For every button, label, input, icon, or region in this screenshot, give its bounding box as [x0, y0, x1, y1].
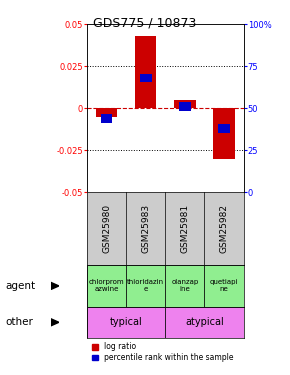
FancyBboxPatch shape: [87, 265, 126, 307]
Text: GSM25982: GSM25982: [220, 204, 229, 253]
Text: olanzap
ine: olanzap ine: [171, 279, 198, 292]
FancyBboxPatch shape: [165, 265, 204, 307]
Bar: [179, 102, 191, 111]
Bar: [135, 36, 157, 108]
Text: typical: typical: [110, 317, 142, 327]
Bar: [218, 124, 230, 133]
FancyBboxPatch shape: [87, 307, 165, 338]
Polygon shape: [51, 282, 59, 290]
Text: GSM25981: GSM25981: [180, 204, 189, 253]
FancyBboxPatch shape: [165, 307, 244, 338]
FancyBboxPatch shape: [126, 265, 165, 307]
Bar: [174, 100, 196, 108]
Text: chlorprom
azwine: chlorprom azwine: [89, 279, 124, 292]
Bar: [96, 108, 117, 117]
Polygon shape: [51, 319, 59, 326]
Text: agent: agent: [6, 281, 36, 291]
Text: other: other: [6, 317, 34, 327]
Text: thioridazin
e: thioridazin e: [127, 279, 164, 292]
Bar: [101, 114, 113, 123]
Legend: log ratio, percentile rank within the sample: log ratio, percentile rank within the sa…: [91, 342, 234, 363]
FancyBboxPatch shape: [204, 265, 244, 307]
Bar: [213, 108, 235, 159]
Text: GDS775 / 10873: GDS775 / 10873: [93, 17, 197, 30]
Text: quetiapi
ne: quetiapi ne: [210, 279, 238, 292]
Bar: [140, 74, 152, 82]
Text: GSM25983: GSM25983: [141, 204, 150, 253]
Text: atypical: atypical: [185, 317, 224, 327]
Text: GSM25980: GSM25980: [102, 204, 111, 253]
